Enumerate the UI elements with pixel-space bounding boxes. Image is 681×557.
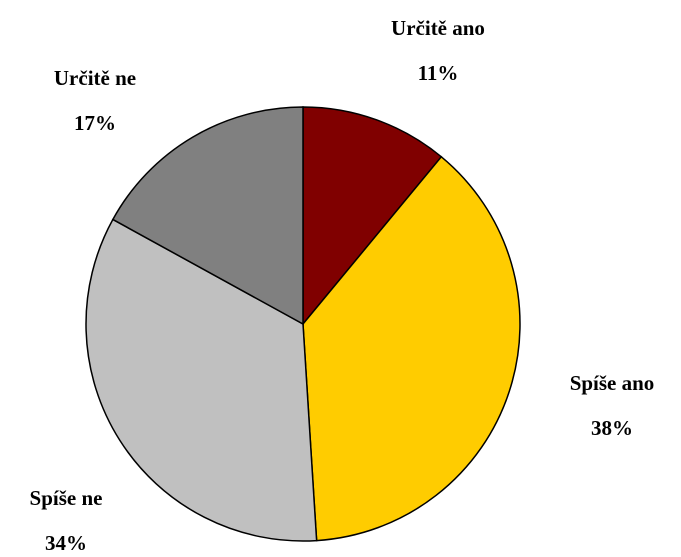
slice-value-label: 17% — [74, 111, 116, 135]
slice-value-label: 38% — [591, 416, 633, 440]
pie-slice — [302, 106, 443, 327]
slice-label: Určitě ano — [391, 16, 485, 40]
pie-slice — [302, 155, 521, 542]
slice-label: Spíše ano — [570, 371, 655, 395]
slice-value-label: 34% — [45, 531, 87, 555]
slice-label: Spíše ne — [30, 486, 103, 510]
slice-label: Určitě ne — [54, 66, 136, 90]
slice-value-label: 11% — [418, 61, 459, 85]
pie-slice — [111, 106, 304, 326]
